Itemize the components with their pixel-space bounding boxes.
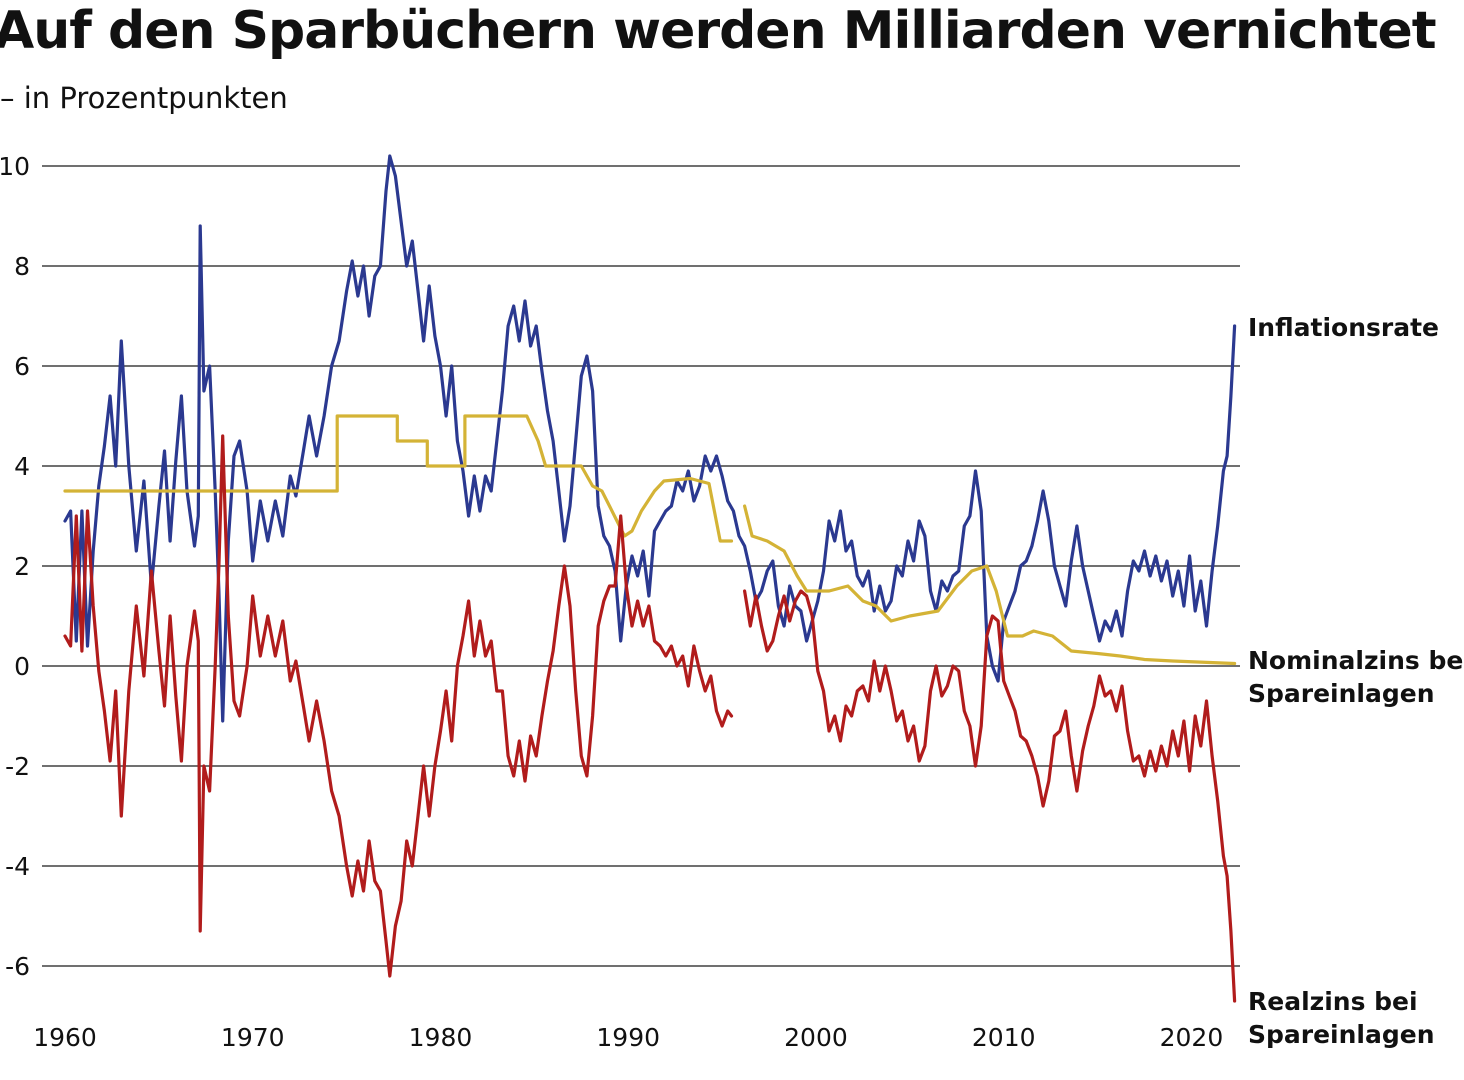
x-tick-label: 1970 <box>221 1023 285 1052</box>
series-label: Spareinlagen <box>1248 1020 1435 1049</box>
y-tick-label: -6 <box>5 952 30 981</box>
grid-lines <box>42 165 1240 967</box>
x-tick-label: 1990 <box>596 1023 660 1052</box>
x-axis-ticks: 1960 1970 1980 1990 2000 2010 2020 <box>33 1023 1223 1052</box>
y-tick-label: 0 <box>14 652 30 681</box>
series-line-2-1 <box>742 589 1237 1003</box>
y-tick-label: 8 <box>14 252 30 281</box>
series-label: Spareinlagen <box>1248 679 1435 708</box>
x-tick-label: 2020 <box>1160 1023 1224 1052</box>
series-line-1-1 <box>742 504 1237 666</box>
series-line-0-0 <box>63 154 1237 723</box>
y-tick-label: -4 <box>5 852 30 881</box>
series-line-2-0 <box>63 434 734 978</box>
y-tick-label: -2 <box>5 752 30 781</box>
series-labels: Inflationsrate Nominalzins bei Spareinlage… <box>1248 313 1464 1049</box>
series-label: Inflationsrate <box>1248 313 1439 342</box>
y-axis-ticks: 10 8 6 4 2 0 -2 -4 -6 <box>0 152 30 981</box>
series-label: Realzins bei <box>1248 987 1418 1016</box>
x-tick-label: 2010 <box>972 1023 1036 1052</box>
series-lines <box>63 154 1237 1003</box>
y-tick-label: 4 <box>14 452 30 481</box>
x-tick-label: 1960 <box>33 1023 97 1052</box>
x-tick-label: 1980 <box>409 1023 473 1052</box>
series-label: Nominalzins bei <box>1248 646 1464 675</box>
y-tick-label: 10 <box>0 152 30 181</box>
chart-title: Auf den Sparbüchern werden Milliarden ve… <box>0 1 1437 61</box>
series-line-1-0 <box>63 414 734 543</box>
y-tick-label: 6 <box>14 352 30 381</box>
chart-subtitle: – in Prozentpunkten <box>0 81 288 115</box>
y-tick-label: 2 <box>14 552 30 581</box>
x-tick-label: 2000 <box>784 1023 848 1052</box>
